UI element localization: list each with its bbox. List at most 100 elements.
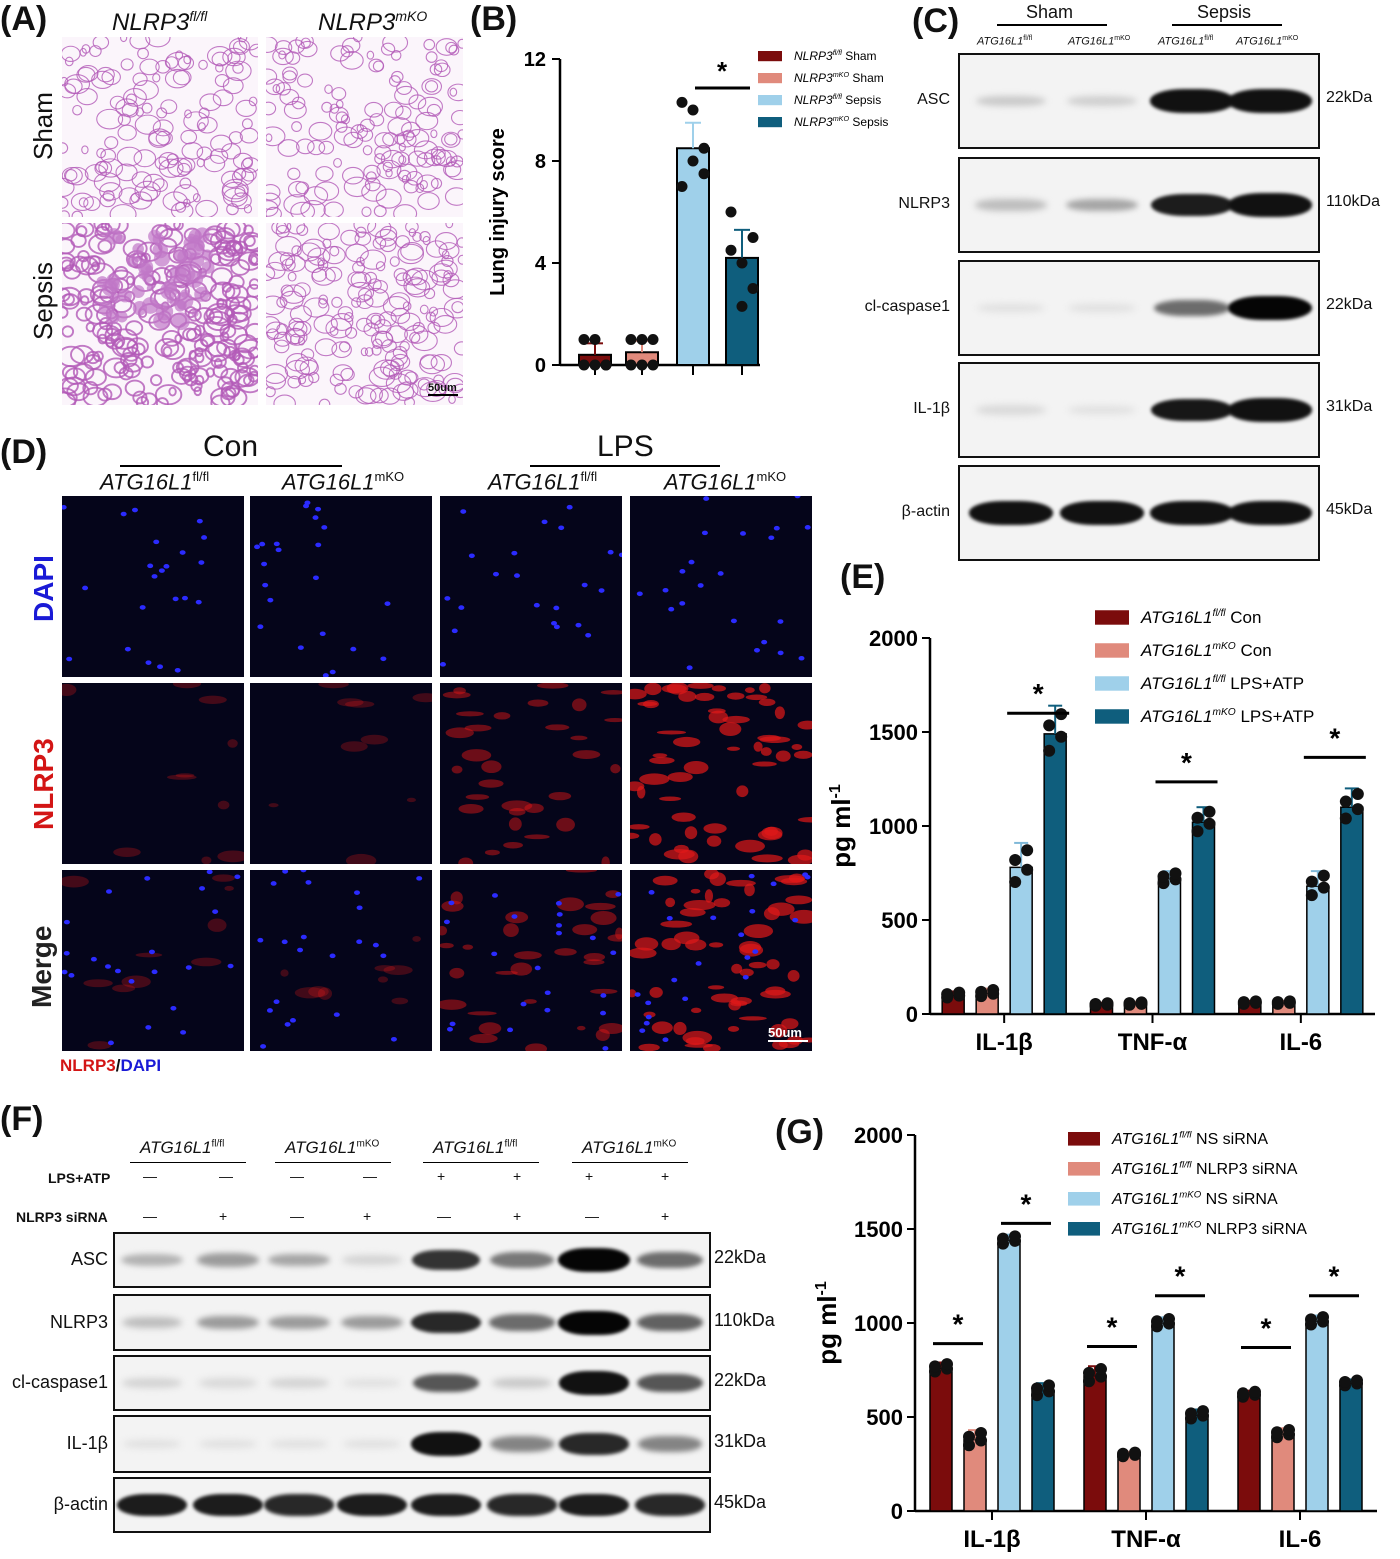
legend-swatch-2	[758, 95, 782, 106]
fluorescence-image-r1-c1	[250, 683, 432, 864]
panel-d-row-nlrp3: NLRP3	[28, 738, 59, 830]
panel-d-label: (D)	[0, 433, 48, 471]
data-point	[1157, 870, 1170, 883]
data-point	[1135, 996, 1148, 1009]
data-point	[1117, 1447, 1129, 1460]
band	[121, 1254, 183, 1266]
y-axis-label: pg ml-1	[812, 1281, 842, 1365]
fluorescence-image-r1-c3	[630, 683, 812, 864]
panel-g-label: (G)	[775, 1113, 825, 1151]
panel-f-blot-name-1: NLRP3	[49, 1311, 108, 1332]
data-point	[1009, 876, 1022, 889]
panel-c-blot-1	[958, 157, 1320, 253]
legend-swatch-0	[758, 51, 782, 62]
histology-sham-mko	[266, 37, 463, 217]
legend-label-2: ATG16L1fl/fl LPS+ATP	[1140, 674, 1304, 693]
panel-f-row2-mark-5: +	[513, 1208, 522, 1224]
band	[411, 1311, 481, 1334]
legend-swatch-1	[1068, 1162, 1100, 1176]
data-point	[1339, 1376, 1351, 1389]
y-axis-label: Lung injury score	[487, 128, 509, 296]
band	[635, 1494, 705, 1516]
panel-a-row2-label: Sepsis	[28, 261, 58, 340]
legend-label-3: NLRP3mKO Sepsis	[794, 114, 888, 129]
panel-f-blot-kda-3: 31kDa	[714, 1431, 767, 1451]
data-point	[1237, 1387, 1249, 1400]
band	[969, 501, 1053, 525]
panel-f-lane-0: ATG16L1fl/fl	[140, 1138, 225, 1157]
bar	[1339, 1382, 1363, 1512]
panel-f-row1-label: LPS+ATP	[48, 1170, 111, 1186]
bar	[1157, 877, 1182, 1015]
band	[1150, 398, 1234, 422]
panel-a-col1-title: NLRP3fl/fl	[112, 8, 208, 36]
data-point	[963, 1439, 975, 1452]
data-point	[1083, 1375, 1095, 1388]
band	[340, 1315, 404, 1330]
panel-f-blot-kda-0: 22kDa	[714, 1247, 767, 1267]
band	[411, 1249, 481, 1271]
y-tick-label: 8	[535, 151, 546, 173]
y-tick-label: 0	[535, 355, 546, 377]
panel-d-group2-line	[530, 465, 720, 467]
band	[1150, 501, 1234, 525]
panel-d-scale-bar: 50um	[768, 1025, 808, 1042]
histology-texture	[266, 223, 463, 405]
band	[558, 1371, 630, 1395]
band	[636, 1373, 704, 1393]
data-point	[578, 334, 590, 345]
band	[410, 1432, 482, 1456]
panel-f-row2-mark-7: +	[661, 1208, 670, 1224]
legend-swatch-2	[1095, 676, 1129, 691]
band	[1153, 299, 1231, 317]
data-point	[963, 1430, 975, 1443]
data-point	[1021, 844, 1034, 857]
bar	[997, 1239, 1021, 1512]
data-point	[1021, 863, 1034, 876]
panel-e-chart: 0 500 1000 1500 2000 pg ml-1 IL-1β * TNF-α * IL-6 *…	[826, 608, 1375, 1056]
data-point	[625, 334, 637, 345]
y-tick-label: 1000	[869, 814, 918, 839]
panel-f-row2-mark-1: +	[219, 1208, 228, 1224]
fluorescence-texture	[440, 504, 622, 667]
panel-f-lane-line-2	[423, 1162, 539, 1163]
panel-d-group2: LPS	[597, 430, 654, 463]
data-point	[1009, 1230, 1021, 1243]
panel-f-row1-mark-2: —	[290, 1168, 304, 1184]
band	[558, 1493, 629, 1517]
data-point	[736, 257, 748, 269]
band	[1065, 198, 1139, 212]
fluorescence-texture	[268, 683, 432, 864]
band	[196, 1315, 260, 1330]
data-point	[1339, 795, 1352, 808]
fluorescence-image-r2-c3	[630, 870, 812, 1051]
data-point	[941, 988, 954, 1001]
panel-f-lane-line-0	[130, 1162, 246, 1163]
panel-f-blot-3	[113, 1415, 711, 1473]
fluorescence-image-r2-c0	[62, 870, 244, 1051]
panel-c-blot-4	[958, 465, 1320, 561]
data-point	[975, 1426, 987, 1439]
bar	[1043, 733, 1067, 1015]
panel-c-group2: Sepsis	[1197, 2, 1252, 22]
data-point	[647, 359, 659, 371]
band	[1228, 296, 1312, 320]
panel-d-group1-line	[120, 465, 342, 467]
bar	[1237, 1393, 1261, 1512]
band	[1228, 398, 1312, 422]
band	[638, 1436, 702, 1452]
histology-sepsis-mko	[266, 223, 463, 405]
y-tick-label: 500	[866, 1405, 903, 1430]
panel-f-label: (F)	[0, 1100, 44, 1138]
panel-f-blot-name-4: β-actin	[53, 1494, 108, 1514]
band	[976, 405, 1046, 415]
panel-f-lane-line-1	[275, 1162, 391, 1163]
bar	[1185, 1414, 1209, 1512]
panel-a-label: (A)	[0, 0, 48, 38]
band	[1228, 89, 1312, 113]
band	[1067, 405, 1137, 415]
data-point	[1317, 869, 1330, 882]
band	[489, 1314, 555, 1331]
data-point	[1095, 1363, 1107, 1376]
data-point	[1351, 1374, 1363, 1387]
